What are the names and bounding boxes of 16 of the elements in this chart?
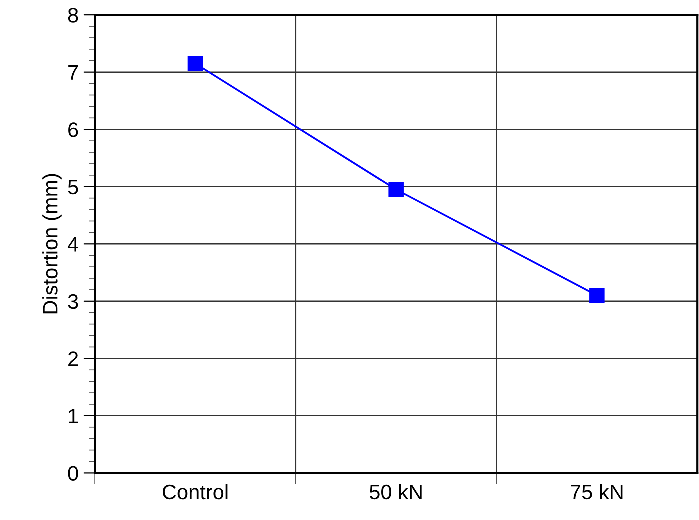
y-tick-label: 5 [68, 180, 78, 195]
point [590, 288, 605, 304]
y-tick-label: 3 [68, 294, 78, 310]
y-tick-label: 8 [68, 8, 78, 23]
point [388, 182, 404, 198]
y-tick-label: 1 [69, 409, 78, 424]
y-tick-label: 4 [68, 237, 78, 252]
y-tick-label: 2 [68, 352, 78, 366]
x-tick-label: Control [162, 484, 228, 500]
y-axis-title: Distortion (mm) [42, 174, 62, 314]
x-tick-label: 50 kN [370, 484, 422, 500]
x-tick-label: 75 kN [571, 484, 623, 500]
y-tick-label: 0 [68, 466, 78, 481]
y-tick-label: 6 [68, 122, 78, 138]
point [188, 56, 204, 72]
y-tick-label: 7 [68, 66, 78, 80]
